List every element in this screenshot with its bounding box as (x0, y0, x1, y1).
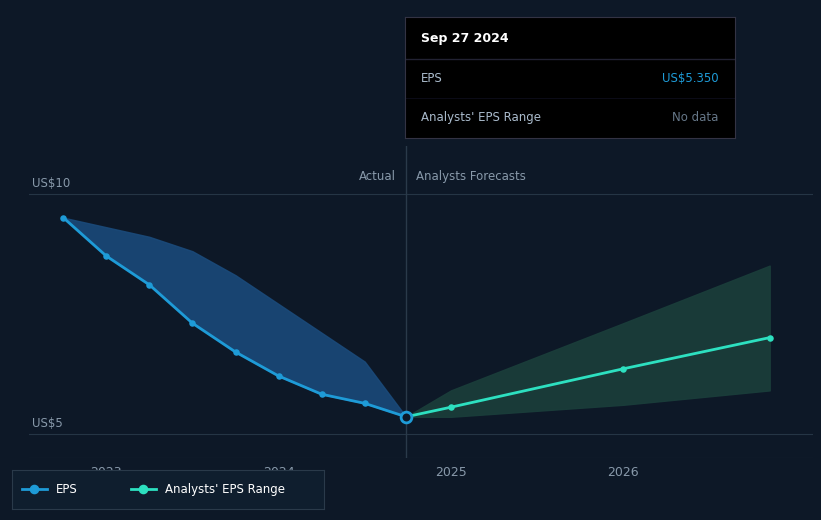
Text: Actual: Actual (359, 170, 396, 183)
Text: Analysts Forecasts: Analysts Forecasts (416, 170, 526, 183)
Text: US$10: US$10 (32, 177, 71, 190)
Text: Sep 27 2024: Sep 27 2024 (421, 32, 509, 45)
Text: US$5: US$5 (32, 417, 63, 430)
Text: No data: No data (672, 111, 718, 124)
Point (358, 399, 371, 408)
Text: US$5.350: US$5.350 (662, 72, 718, 85)
Point (229, 348, 242, 356)
Point (400, 413, 413, 421)
Point (272, 372, 285, 380)
Text: Analysts' EPS Range: Analysts' EPS Range (421, 111, 541, 124)
Point (143, 281, 156, 289)
Point (137, 485, 150, 493)
Point (28, 485, 41, 493)
Text: Analysts' EPS Range: Analysts' EPS Range (165, 483, 285, 496)
Point (764, 333, 777, 342)
Point (444, 403, 457, 411)
Point (186, 319, 199, 328)
Text: EPS: EPS (56, 483, 78, 496)
Point (617, 365, 630, 373)
Point (57, 213, 70, 222)
Text: EPS: EPS (421, 72, 443, 85)
Point (315, 390, 328, 398)
Point (99, 252, 112, 260)
